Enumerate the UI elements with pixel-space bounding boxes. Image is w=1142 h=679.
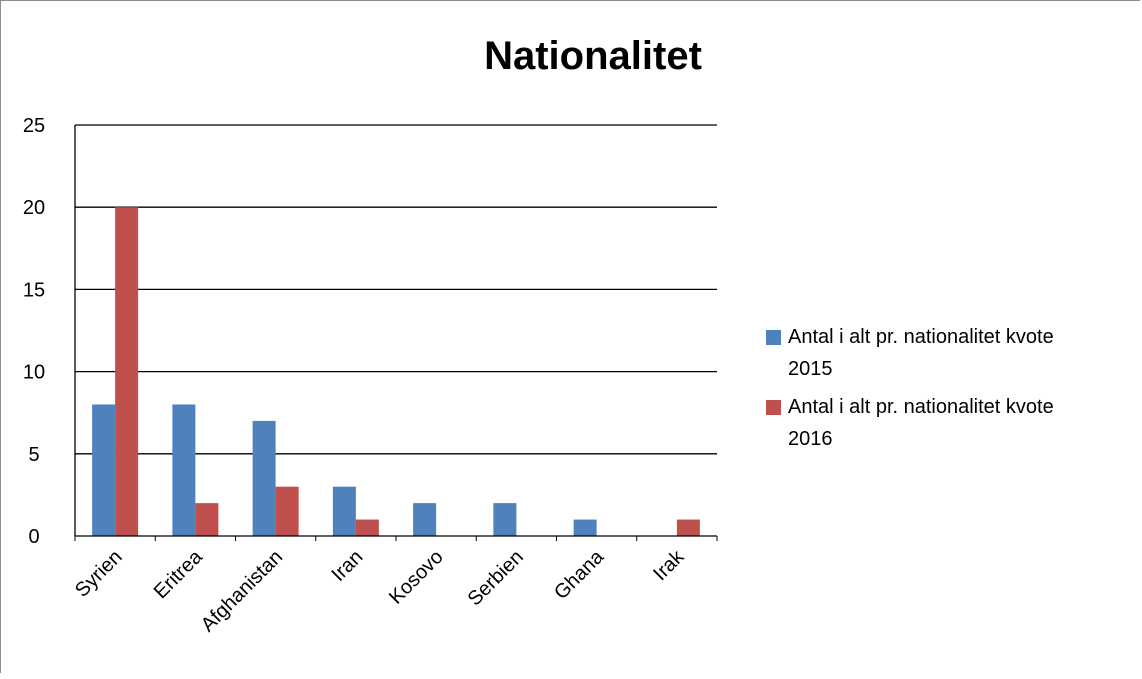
x-tick-label: Syrien <box>71 546 127 602</box>
y-tick-label: 20 <box>23 197 45 219</box>
bar-2016 <box>355 519 379 536</box>
y-tick-label: 15 <box>23 279 45 301</box>
x-tick-label: Iran <box>327 546 367 586</box>
legend-label: 2016 <box>788 428 833 450</box>
legend-swatch <box>766 330 781 345</box>
x-tick-label: Ghana <box>550 545 609 604</box>
bar-2015 <box>573 519 597 536</box>
legend-label: 2015 <box>788 358 833 380</box>
chart-title: Nationalitet <box>484 34 702 78</box>
x-tick-label: Serbien <box>464 546 528 610</box>
bars <box>92 207 700 536</box>
x-tick-label: Irak <box>649 545 689 585</box>
bar-2016 <box>115 207 139 536</box>
bar-2016 <box>275 486 299 536</box>
bar-2015 <box>172 404 196 536</box>
bar-2016 <box>676 519 700 536</box>
y-tick-label: 5 <box>28 444 39 466</box>
legend-label: Antal i alt pr. nationalitet kvote <box>788 396 1054 418</box>
legend-label: Antal i alt pr. nationalitet kvote <box>788 326 1054 348</box>
x-tick-label: Eritrea <box>150 545 208 603</box>
bar-2015 <box>332 486 356 536</box>
bar-2015 <box>413 503 437 536</box>
legend-swatch <box>766 400 781 415</box>
gridlines <box>75 124 717 455</box>
bar-2015 <box>252 420 276 536</box>
y-tick-label: 0 <box>28 526 39 548</box>
bar-2015 <box>493 503 517 536</box>
bar-2015 <box>92 404 116 536</box>
y-tick-label: 25 <box>23 115 45 137</box>
y-tick-label: 10 <box>23 362 45 384</box>
bar-2016 <box>195 503 219 536</box>
legend: Antal i alt pr. nationalitet kvote 2015 An… <box>766 326 1054 450</box>
x-tick-label: Kosovo <box>385 546 448 609</box>
x-tick-label: Afghanistan <box>197 546 287 636</box>
